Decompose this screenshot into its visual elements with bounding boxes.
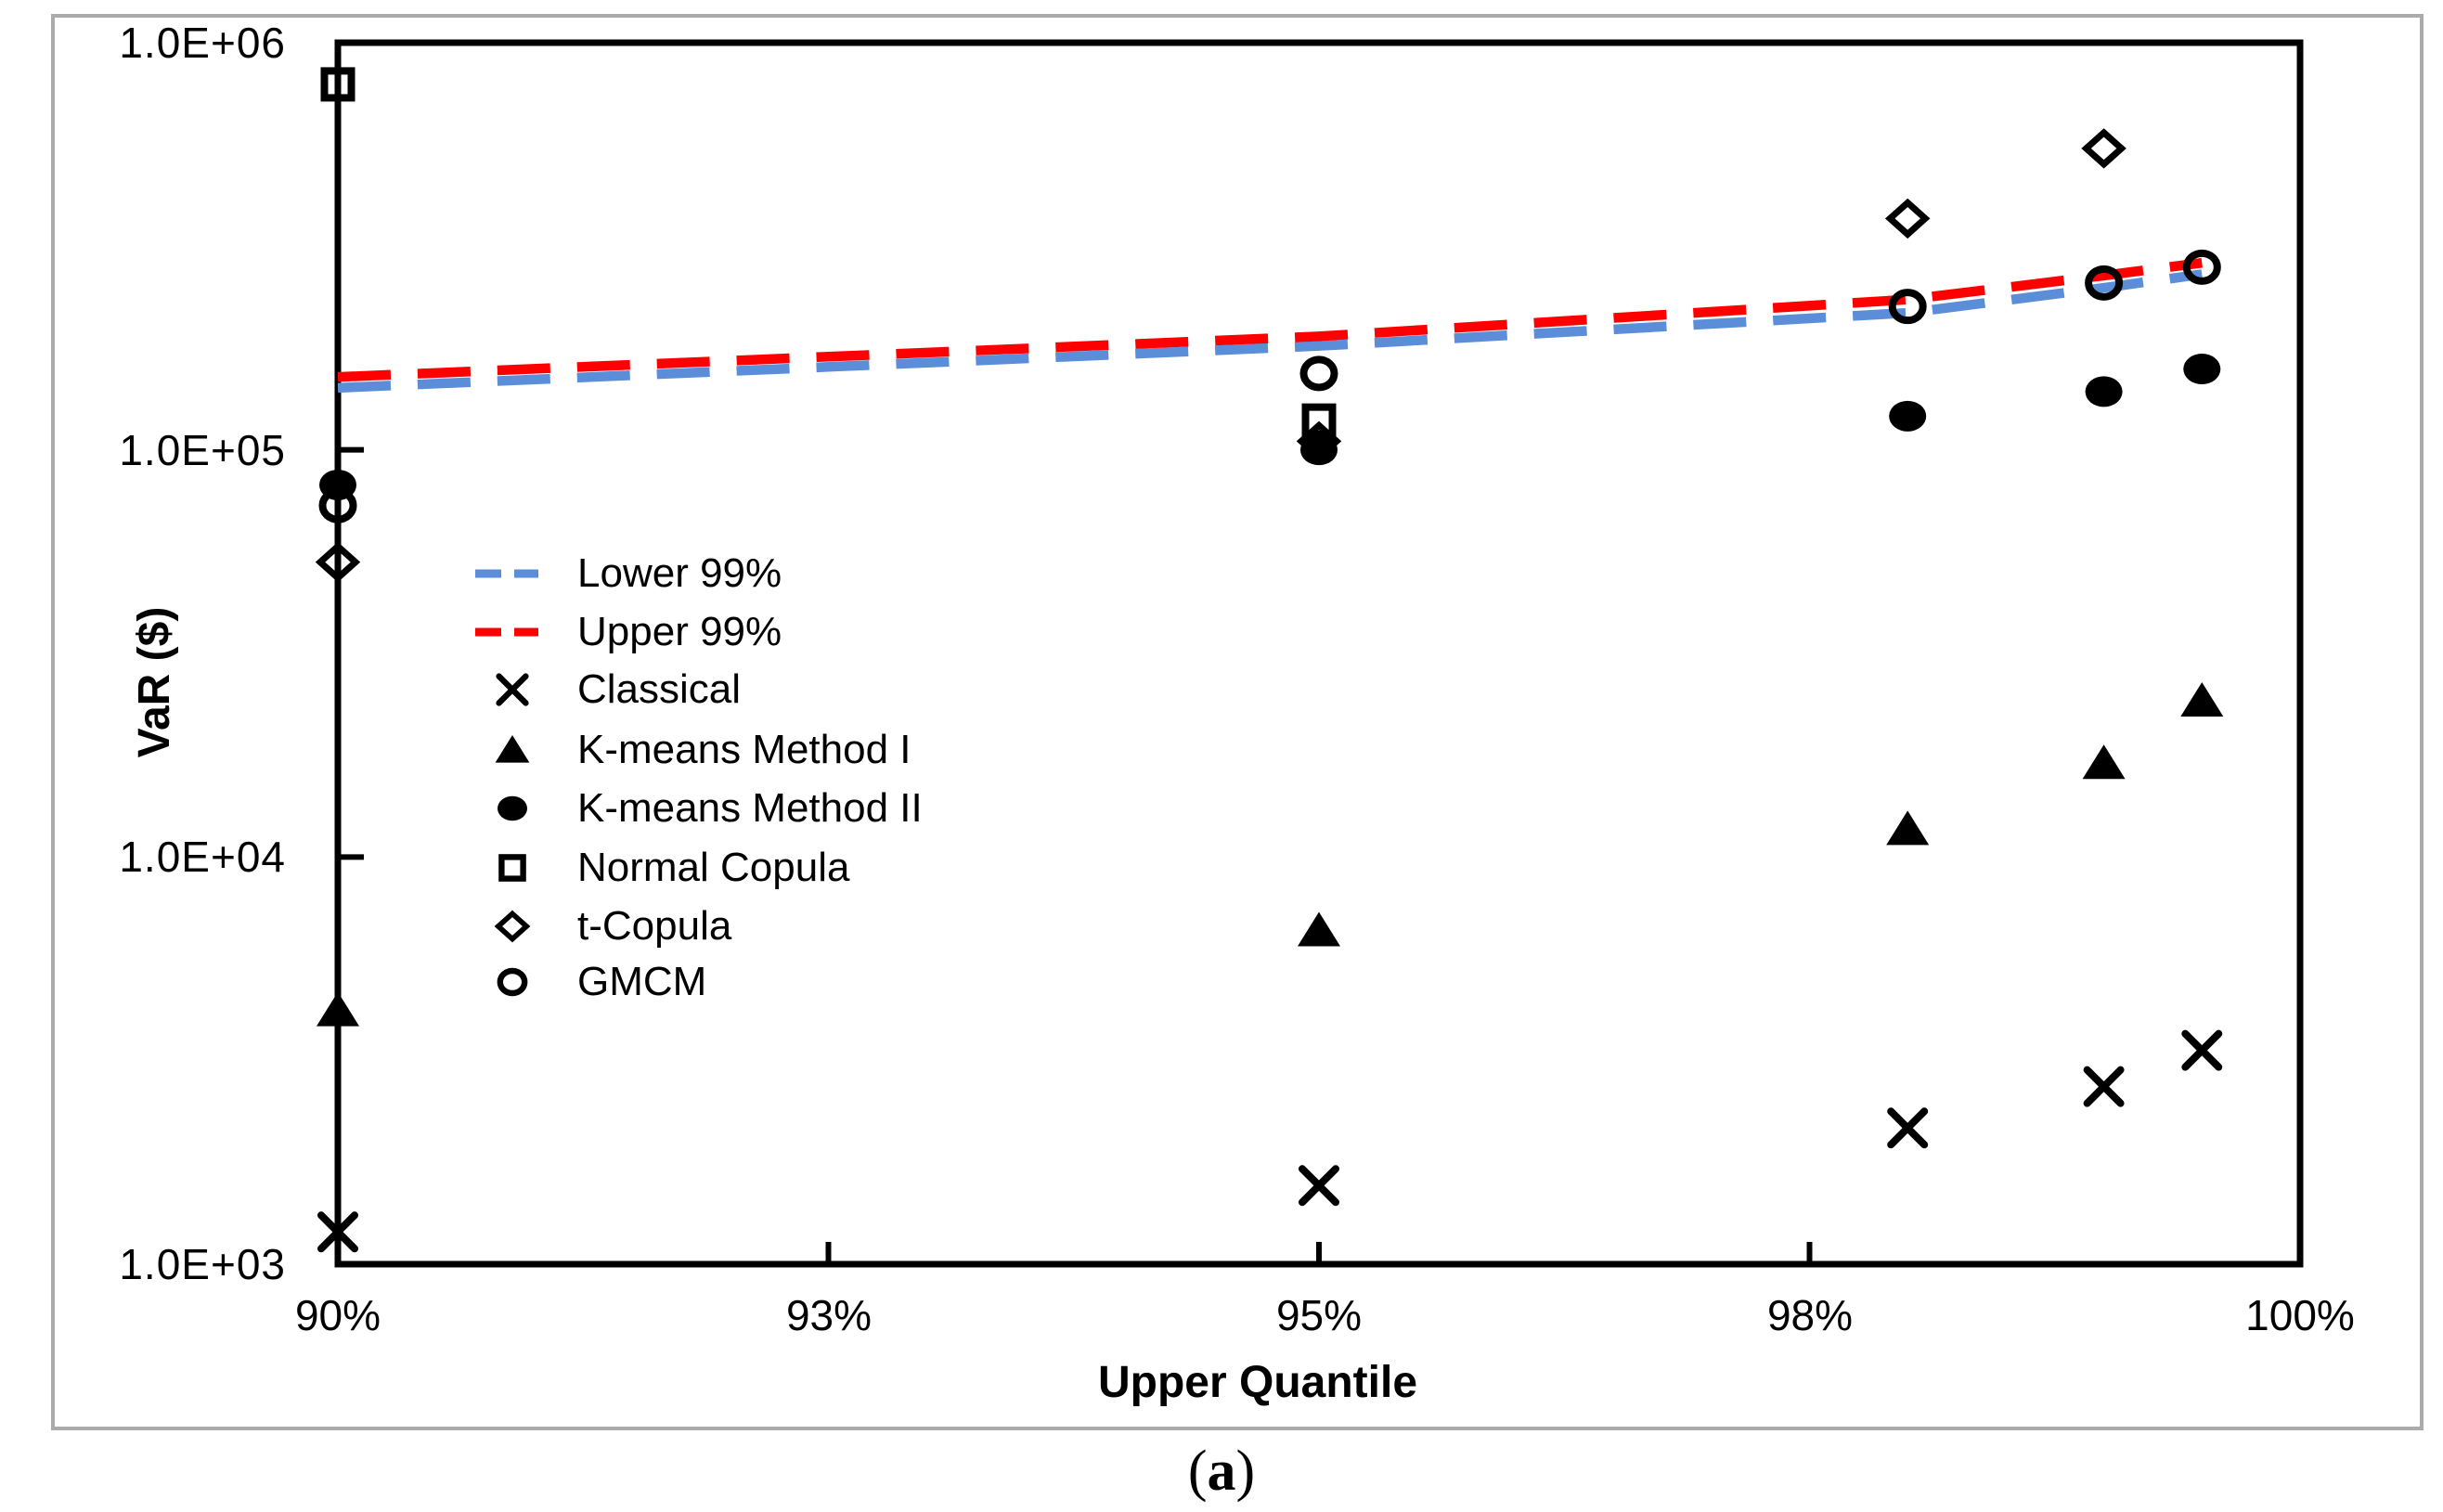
x-tick-label-95: 95%	[1275, 1291, 1363, 1339]
legend-sample-lower-99-dash	[475, 569, 538, 578]
marker-k-means-method-i	[1886, 810, 1930, 846]
legend-row-classical: Classical	[470, 661, 741, 718]
legend-row-lower-99: Lower 99%	[470, 545, 782, 602]
legend-row-k-means-method-i: K-means Method I	[470, 721, 911, 779]
legend-label-k-means-method-ii: K-means Method II	[577, 785, 923, 831]
legend-marker-t-copula	[494, 910, 531, 943]
legend-label-lower-99: Lower 99%	[577, 550, 782, 596]
marker-k-means-method-ii	[2183, 354, 2221, 385]
legend-sample-open-square-icon	[498, 854, 526, 882]
marker-classical	[2083, 1066, 2125, 1107]
marker-k-means-method-i	[1298, 911, 1340, 947]
marker-classical	[2181, 1029, 2223, 1071]
marker-t-copula	[1884, 198, 1931, 239]
legend-marker-gmcm	[497, 967, 528, 997]
line-upper-99	[337, 257, 2203, 382]
legend-row-gmcm: GMCM	[470, 953, 706, 1011]
legend-marker-classical	[496, 673, 529, 706]
figure-border	[51, 14, 2424, 1430]
marker-normal-copula	[320, 67, 355, 102]
y-tick-label-1e5: 1.0E+05	[119, 426, 286, 474]
marker-gmcm	[1299, 355, 1338, 392]
legend-label-normal-copula: Normal Copula	[577, 845, 850, 890]
x-tick-label-98: 98%	[1766, 1291, 1854, 1339]
y-axis-title: VaR ($)	[130, 606, 179, 758]
marker-k-means-method-i	[2180, 681, 2224, 717]
x-axis-title: Upper Quantile	[1097, 1358, 1418, 1407]
marker-k-means-method-ii	[1300, 434, 1338, 466]
marker-classical	[1887, 1107, 1929, 1149]
y-tick-label-1e4: 1.0E+04	[119, 833, 286, 881]
figure-caption: (a)	[1187, 1440, 1256, 1503]
legend-row-normal-copula: Normal Copula	[470, 839, 849, 897]
legend-marker-k-means-method-i	[495, 735, 530, 763]
legend-sample-filled-circle-icon	[498, 795, 527, 821]
marker-t-copula	[315, 541, 361, 583]
marker-k-means-method-ii	[2085, 376, 2123, 407]
marker-k-means-method-ii	[1889, 400, 1927, 432]
marker-classical	[1299, 1165, 1339, 1207]
legend-label-classical: Classical	[577, 666, 742, 712]
legend-label-t-copula: t-Copula	[577, 903, 732, 949]
marker-normal-copula	[1301, 403, 1337, 438]
marker-gmcm	[318, 487, 357, 523]
y-tick-label-1e6: 1.0E+06	[119, 19, 286, 67]
marker-k-means-method-i	[2082, 744, 2126, 780]
line-lower-99	[337, 269, 2204, 394]
marker-gmcm	[1888, 289, 1927, 325]
legend-marker-normal-copula	[498, 854, 526, 882]
legend-sample-open-diamond-icon	[494, 910, 531, 943]
legend-marker-k-means-method-ii	[498, 795, 527, 821]
x-tick-label-90: 90%	[294, 1291, 381, 1339]
marker-classical	[317, 1211, 358, 1253]
x-tick-label-93: 93%	[785, 1291, 872, 1339]
legend-label-upper-99: Upper 99%	[577, 609, 782, 654]
data-series-layer	[315, 67, 2224, 1253]
legend-sample-triangle-icon	[495, 735, 530, 763]
legend-sample-open-circle-icon	[497, 967, 528, 997]
marker-gmcm	[2182, 249, 2221, 285]
marker-k-means-method-i	[317, 991, 359, 1027]
y-tick-label-1e3: 1.0E+03	[119, 1240, 286, 1288]
legend-label-k-means-method-i: K-means Method I	[577, 727, 911, 772]
marker-t-copula	[1296, 420, 1342, 462]
marker-t-copula	[2081, 128, 2126, 169]
legend-label-gmcm: GMCM	[577, 959, 707, 1004]
legend-sample-upper-99-dash	[475, 627, 538, 637]
legend-row-k-means-method-ii: K-means Method II	[470, 780, 923, 837]
legend-row-t-copula: t-Copula	[470, 898, 731, 955]
legend-sample-classical-x-icon	[496, 673, 529, 706]
legend-row-upper-99: Upper 99%	[470, 603, 782, 661]
x-tick-label-100: 100%	[2245, 1291, 2355, 1339]
marker-gmcm	[2085, 265, 2124, 301]
tick-marks	[335, 40, 2303, 1267]
